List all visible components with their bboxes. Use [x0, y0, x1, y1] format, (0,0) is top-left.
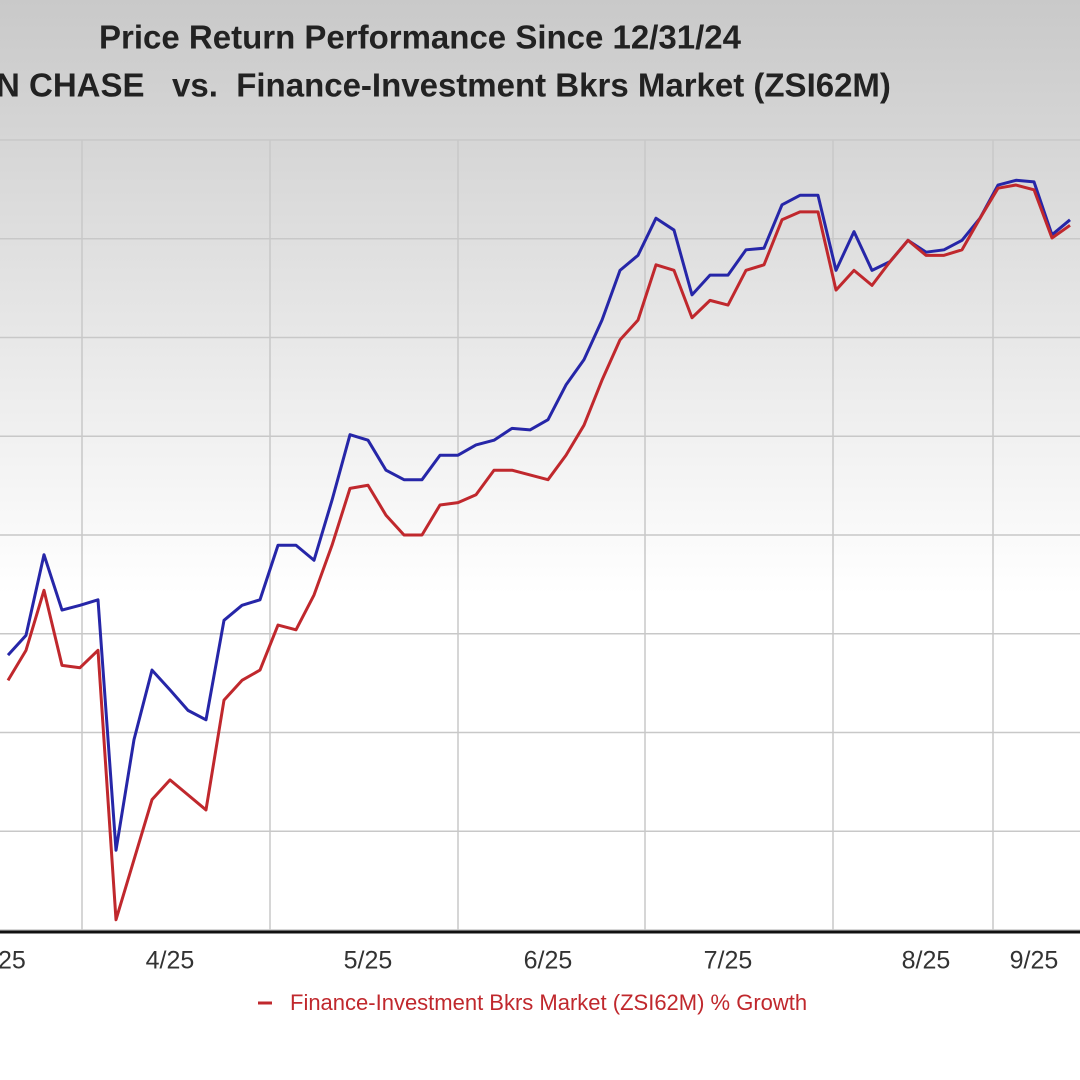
x-tick-label: 6/25 — [524, 947, 573, 975]
legend-label: Finance-Investment Bkrs Market (ZSI62M) … — [290, 990, 807, 1015]
series-line — [6, 183, 1071, 922]
x-tick-label: 7/25 — [704, 947, 753, 975]
x-tick-label: 8/25 — [902, 947, 951, 975]
chart-subtitle: N CHASE vs. Finance-Investment Bkrs Mark… — [0, 67, 891, 104]
chart-title: Price Return Performance Since 12/31/24 — [99, 19, 742, 56]
x-tick-label: 9/25 — [1010, 947, 1059, 975]
x-tick-label: 5/25 — [344, 947, 393, 975]
x-tick-label: 4/25 — [146, 947, 195, 975]
x-tick-label: 25 — [0, 947, 26, 975]
